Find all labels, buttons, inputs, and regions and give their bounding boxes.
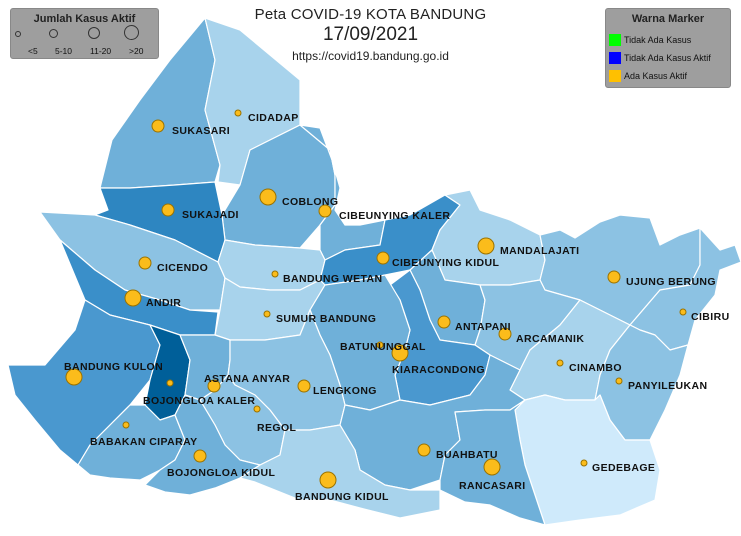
label-antapani: ANTAPANI xyxy=(455,321,511,333)
label-bandung-kidul: BANDUNG KIDUL xyxy=(295,491,389,503)
marker-andir[interactable] xyxy=(124,289,142,307)
marker-regol[interactable] xyxy=(253,405,261,413)
region-bandung-kidul xyxy=(239,424,441,519)
marker-bojongloa-kaler[interactable] xyxy=(166,379,174,387)
marker-buahbatu[interactable] xyxy=(417,443,431,457)
marker-bojongloa-kidul[interactable] xyxy=(193,449,207,463)
marker-babakan-ciparay[interactable] xyxy=(122,421,130,429)
size-symbol-medium xyxy=(88,27,100,39)
color-legend: Warna Marker Tidak Ada Kasus Tidak Ada K… xyxy=(605,8,731,88)
size-label-2: 11-20 xyxy=(90,46,112,56)
label-ujung-berung: UJUNG BERUNG xyxy=(626,276,716,288)
label-astana-anyar: ASTANA ANYAR xyxy=(204,373,290,385)
marker-bandung-kulon[interactable] xyxy=(65,368,83,386)
marker-rancasari[interactable] xyxy=(483,458,501,476)
marker-sumur-bandung[interactable] xyxy=(263,310,271,318)
marker-cinambo[interactable] xyxy=(556,359,564,367)
size-symbol-small xyxy=(49,29,58,38)
label-sukasari: SUKASARI xyxy=(172,125,230,137)
label-andir: ANDIR xyxy=(146,297,181,309)
marker-antapani[interactable] xyxy=(437,315,451,329)
size-legend-title: Jumlah Kasus Aktif xyxy=(33,13,136,25)
marker-cibeunying-kidul[interactable] xyxy=(376,251,390,265)
legend-label-active: Ada Kasus Aktif xyxy=(624,71,688,81)
marker-mandalajati[interactable] xyxy=(477,237,495,255)
marker-lengkong[interactable] xyxy=(297,379,311,393)
label-regol: REGOL xyxy=(257,422,297,434)
swatch-orange xyxy=(609,70,621,82)
label-kiaracondong: KIARACONDONG xyxy=(392,364,485,376)
legend-item-no-case: Tidak Ada Kasus xyxy=(609,33,691,47)
marker-coblong[interactable] xyxy=(259,188,277,206)
label-babakan-ciparay: BABAKAN CIPARAY xyxy=(90,436,198,448)
label-cidadap: CIDADAP xyxy=(248,112,299,124)
label-lengkong: LENGKONG xyxy=(313,385,377,397)
size-label-0: <5 xyxy=(28,46,38,56)
label-mandalajati: MANDALAJATI xyxy=(500,245,579,257)
marker-cidadap[interactable] xyxy=(234,109,242,117)
source-url: https://covid19.bandung.go.id xyxy=(292,49,449,63)
district-regions xyxy=(7,17,741,526)
label-sumur-bandung: SUMUR BANDUNG xyxy=(276,313,376,325)
size-symbol-large xyxy=(124,25,139,40)
color-legend-title: Warna Marker xyxy=(631,13,705,25)
marker-sukasari[interactable] xyxy=(151,119,165,133)
marker-arcamanik[interactable] xyxy=(498,327,512,341)
size-label-3: >20 xyxy=(129,46,144,56)
region-bandung-kulon xyxy=(7,299,161,466)
label-cibeunying-kidul: CIBEUNYING KIDUL xyxy=(392,257,500,269)
label-bojongloa-kidul: BOJONGLOA KIDUL xyxy=(167,467,275,479)
label-bandung-kulon: BANDUNG KULON xyxy=(64,361,163,373)
marker-batununggal[interactable] xyxy=(376,341,384,349)
label-layer: SUKASARI CIDADAP COBLONG SUKAJADI CIBEUNYING… xyxy=(64,112,730,503)
marker-ujung-berung[interactable] xyxy=(607,270,621,284)
label-buahbatu: BUAHBATU xyxy=(436,449,498,461)
swatch-blue xyxy=(609,52,621,64)
marker-gedebage[interactable] xyxy=(580,459,588,467)
size-symbol-smallest xyxy=(15,31,21,37)
marker-layer xyxy=(65,109,687,489)
map-title: Peta COVID-19 KOTA BANDUNG xyxy=(254,6,487,23)
swatch-green xyxy=(609,34,621,46)
size-legend: Jumlah Kasus Aktif <5 5-10 11-20 >20 xyxy=(10,8,159,59)
label-batununggal: BATUNUNGGAL xyxy=(340,341,426,353)
label-bandung-wetan: BANDUNG WETAN xyxy=(283,273,383,285)
marker-astana-anyar[interactable] xyxy=(207,379,221,393)
marker-kiaracondong[interactable] xyxy=(391,344,409,362)
label-gedebage: GEDEBAGE xyxy=(592,462,655,474)
marker-cicendo[interactable] xyxy=(138,256,152,270)
marker-cibiru[interactable] xyxy=(679,308,687,316)
region-bojongloa-kidul xyxy=(144,394,261,496)
map-date: 17/09/2021 xyxy=(322,24,419,45)
legend-item-active: Ada Kasus Aktif xyxy=(609,69,687,83)
label-panyileukan: PANYILEUKAN xyxy=(628,380,707,392)
label-cibeunying-kaler: CIBEUNYING KALER xyxy=(339,210,450,222)
label-cicendo: CICENDO xyxy=(157,262,208,274)
label-bojongloa-kaler: BOJONGLOA KALER xyxy=(143,395,255,407)
map-header: Peta COVID-19 KOTA BANDUNG 17/09/2021 ht… xyxy=(0,6,741,63)
label-rancasari: RANCASARI xyxy=(459,480,526,492)
legend-label-no-case: Tidak Ada Kasus xyxy=(624,35,692,45)
marker-panyileukan[interactable] xyxy=(615,377,623,385)
size-label-1: 5-10 xyxy=(55,46,73,56)
label-sukajadi: SUKAJADI xyxy=(182,209,239,221)
marker-cibeunying-kaler[interactable] xyxy=(318,204,332,218)
marker-bandung-kidul[interactable] xyxy=(319,471,337,489)
legend-label-no-active: Tidak Ada Kasus Aktif xyxy=(624,53,711,63)
label-coblong: COBLONG xyxy=(282,196,338,208)
marker-sukajadi[interactable] xyxy=(161,203,175,217)
legend-item-no-active: Tidak Ada Kasus Aktif xyxy=(609,51,711,65)
label-cibiru: CIBIRU xyxy=(691,311,730,323)
label-arcamanik: ARCAMANIK xyxy=(516,333,584,345)
marker-bandung-wetan[interactable] xyxy=(271,270,279,278)
label-cinambo: CINAMBO xyxy=(569,362,622,374)
